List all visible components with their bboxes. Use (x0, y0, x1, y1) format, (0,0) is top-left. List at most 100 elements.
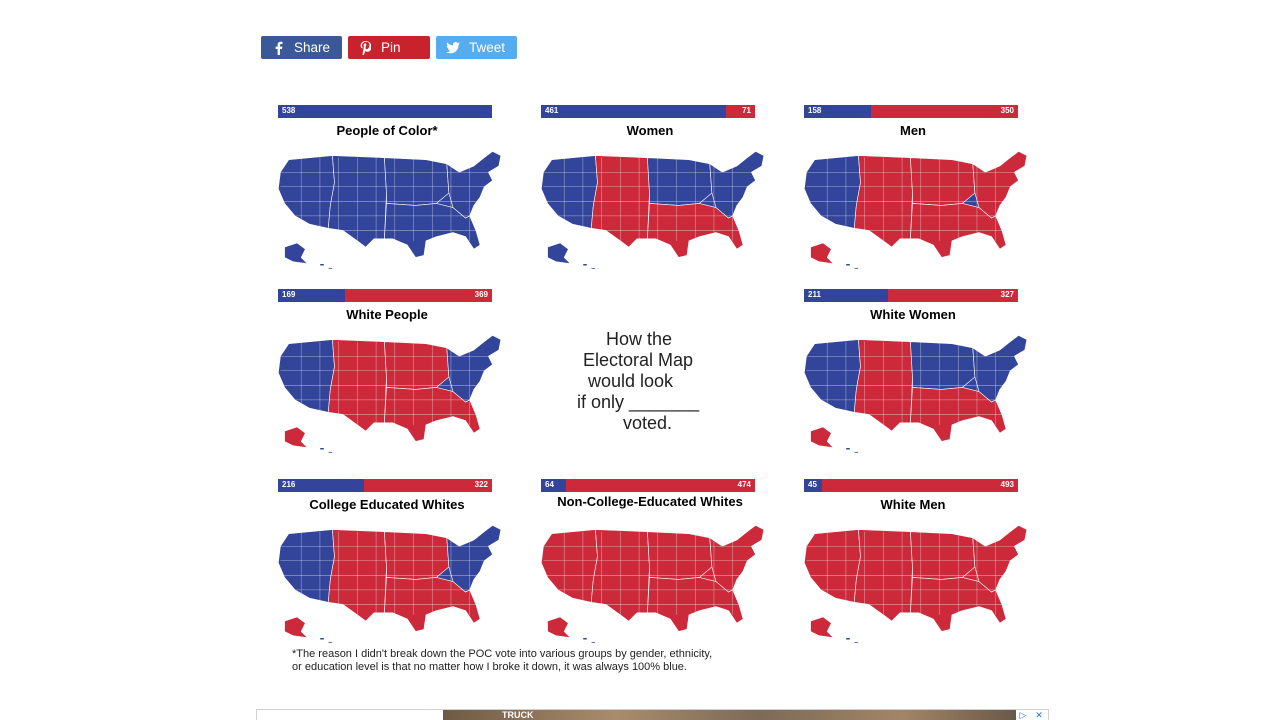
region-west (803, 529, 861, 603)
caption-line: would look (588, 371, 674, 391)
ad-controls: ▷ ✕ (1016, 710, 1046, 720)
close-icon[interactable]: ✕ (1032, 710, 1046, 720)
region-alaska (810, 426, 835, 449)
electoral-vote-bar: 216 322 (278, 479, 492, 492)
red-vote-count: 369 (474, 290, 488, 299)
red-vote-segment: 71 (726, 105, 755, 118)
region-hawaii (845, 263, 859, 269)
region-west (277, 529, 335, 603)
us-map-icon (277, 151, 502, 269)
panel-women: 461 71 Women (525, 95, 775, 270)
region-northeast (972, 525, 1028, 593)
region-hawaii (582, 637, 596, 643)
panel-white-people: 169 369 White People (262, 279, 512, 454)
panel-title: Non-College-Educated Whites (557, 494, 743, 509)
region-northeast (972, 335, 1028, 403)
region-hawaii (319, 447, 333, 453)
region-midwest (384, 341, 450, 390)
panel-people-of-color: 538 People of Color* (262, 95, 512, 270)
caption-line: if only _______ (577, 392, 700, 412)
facebook-share-label: Share (294, 40, 331, 55)
region-hawaii (319, 637, 333, 643)
pinterest-pin-label: Pin (381, 40, 401, 55)
adchoices-icon[interactable]: ▷ (1016, 710, 1030, 720)
pinterest-pin-button[interactable]: Pin (348, 36, 430, 59)
panel-title: Women (626, 123, 674, 138)
region-west (277, 155, 335, 229)
electoral-vote-bar: 211 327 (804, 289, 1018, 302)
electoral-vote-bar: 538 (278, 105, 492, 118)
panel-title: White Women (870, 307, 956, 322)
blue-vote-segment: 45 (804, 479, 822, 492)
panel-non-college-educated-whites: 64 474 Non-College-Educated Whites (525, 469, 775, 644)
panel-title: People of Color* (336, 123, 438, 138)
us-map-icon (277, 525, 502, 643)
red-vote-segment: 493 (821, 479, 1018, 492)
footnote-line: or education level is that no matter how… (292, 661, 687, 673)
region-alaska (284, 616, 309, 639)
panel-title: White Men (880, 497, 946, 512)
region-west (540, 155, 598, 229)
blue-vote-count: 169 (282, 290, 296, 299)
facebook-icon (271, 41, 285, 55)
footnote-line: *The reason I didn't break down the POC … (292, 648, 713, 660)
blue-vote-count: 211 (808, 290, 821, 299)
us-map-icon (540, 525, 765, 643)
region-northeast (446, 335, 502, 403)
region-midwest (647, 531, 713, 580)
electoral-vote-bar: 45 493 (804, 479, 1018, 492)
region-west (277, 339, 335, 413)
region-midwest (384, 157, 450, 206)
region-hawaii (845, 447, 859, 453)
blue-vote-count: 216 (282, 480, 296, 489)
region-alaska (547, 242, 572, 265)
panel-title: College Educated Whites (309, 497, 465, 512)
red-vote-segment: 474 (566, 479, 755, 492)
electoral-vote-bar: 158 350 (804, 105, 1018, 118)
region-alaska (284, 426, 309, 449)
footnote: *The reason I didn't break down the POC … (292, 648, 812, 674)
share-buttons: Share Pin Tweet (261, 36, 517, 59)
twitter-tweet-button[interactable]: Tweet (436, 36, 517, 59)
ad-banner[interactable]: TRUCK ▷ ✕ (256, 709, 1049, 720)
electoral-vote-bar: 169 369 (278, 289, 492, 302)
red-vote-segment: 327 (887, 289, 1018, 302)
panel-college-educated-whites: 216 322 College Educated Whites (262, 469, 512, 644)
us-map-icon (277, 335, 502, 453)
twitter-icon (446, 41, 460, 55)
us-map-icon (540, 151, 765, 269)
region-midwest (910, 341, 976, 390)
caption-line: Electoral Map (583, 350, 694, 370)
region-alaska (810, 616, 835, 639)
ad-text[interactable]: TRUCK (502, 710, 534, 720)
ad-image[interactable] (443, 710, 1017, 720)
blue-vote-segment: 461 (541, 105, 727, 118)
region-northeast (709, 525, 765, 593)
blue-vote-count: 45 (808, 480, 817, 489)
electoral-vote-bar: 461 71 (541, 105, 755, 118)
red-vote-count: 322 (474, 480, 488, 489)
region-hawaii (319, 263, 333, 269)
region-hawaii (845, 637, 859, 643)
electoral-map-infographic: 538 People of Color* 461 71 Women 158 35… (258, 95, 1048, 685)
region-midwest (910, 531, 976, 580)
caption-line: voted. (623, 413, 673, 433)
blue-vote-segment: 169 (278, 289, 346, 302)
center-caption: How the Electoral Map would look if only… (558, 329, 758, 434)
blue-vote-segment: 64 (541, 479, 567, 492)
blue-vote-segment: 216 (278, 479, 364, 492)
electoral-vote-bar: 64 474 (541, 479, 755, 492)
facebook-share-button[interactable]: Share (261, 36, 342, 59)
region-midwest (910, 157, 976, 206)
panel-title: Men (900, 123, 926, 138)
blue-vote-segment: 538 (278, 105, 492, 118)
region-hawaii (582, 263, 596, 269)
blue-vote-count: 158 (808, 106, 822, 115)
red-vote-segment: 350 (870, 105, 1018, 118)
region-alaska (547, 616, 572, 639)
pinterest-icon (358, 40, 372, 55)
red-vote-segment: 369 (345, 289, 492, 302)
region-northeast (446, 525, 502, 593)
region-west (540, 529, 598, 603)
red-vote-count: 71 (742, 106, 751, 115)
